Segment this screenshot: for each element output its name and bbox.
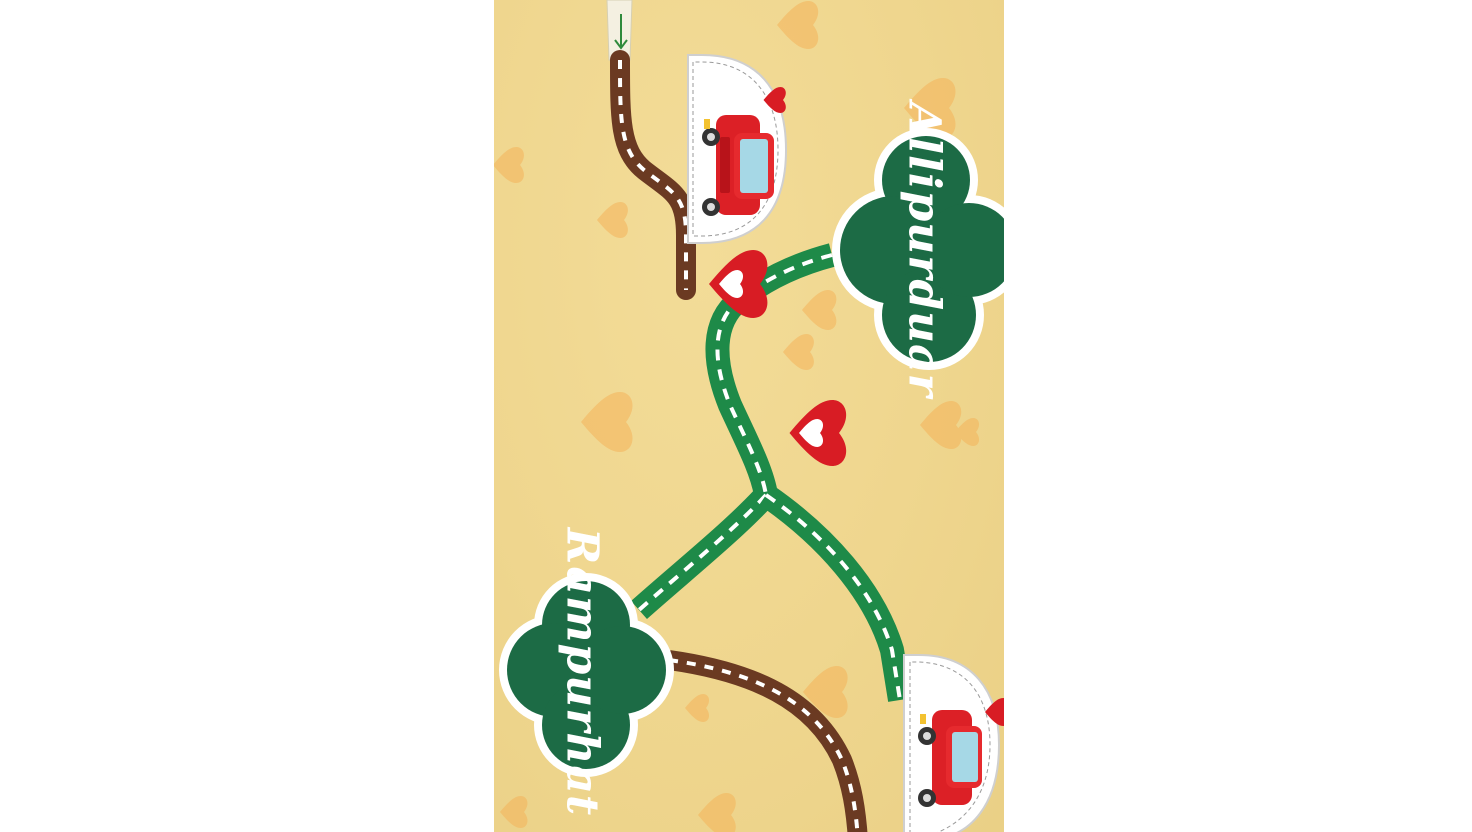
background-heart-icon bbox=[777, 0, 819, 49]
car-badge-bottom[interactable] bbox=[903, 654, 1004, 832]
city-cloud-rampurhat[interactable]: Rampurhat bbox=[499, 526, 674, 816]
start-arrow-icon bbox=[614, 14, 628, 50]
city-cloud-alipurduar[interactable]: Allipurduar bbox=[832, 98, 1004, 400]
car-badge-top[interactable] bbox=[687, 54, 788, 244]
background-heart-icon bbox=[494, 147, 524, 183]
background-heart-icon bbox=[597, 202, 628, 238]
background-heart-icon bbox=[685, 694, 710, 722]
heart-pin-middle[interactable] bbox=[789, 400, 847, 466]
city-label-alipurduar: Allipurduar bbox=[899, 98, 950, 399]
green-road-network[interactable] bbox=[631, 243, 912, 702]
car-icon bbox=[702, 115, 774, 216]
background-heart-icon bbox=[698, 793, 736, 832]
brown-road-bottom[interactable] bbox=[667, 650, 868, 832]
background-heart-icon bbox=[581, 392, 633, 452]
background-heart-icon bbox=[920, 401, 962, 449]
background-heart-icon bbox=[500, 796, 528, 828]
background-heart-icon bbox=[783, 334, 814, 370]
game-board: Allipurduar Rampurhat bbox=[494, 0, 1004, 832]
brown-road-top[interactable] bbox=[610, 50, 696, 300]
map-canvas: Allipurduar Rampurhat bbox=[494, 0, 1004, 832]
car-icon bbox=[918, 710, 982, 807]
background-heart-icon bbox=[802, 290, 837, 330]
city-label-rampurhat: Rampurhat bbox=[557, 526, 608, 816]
